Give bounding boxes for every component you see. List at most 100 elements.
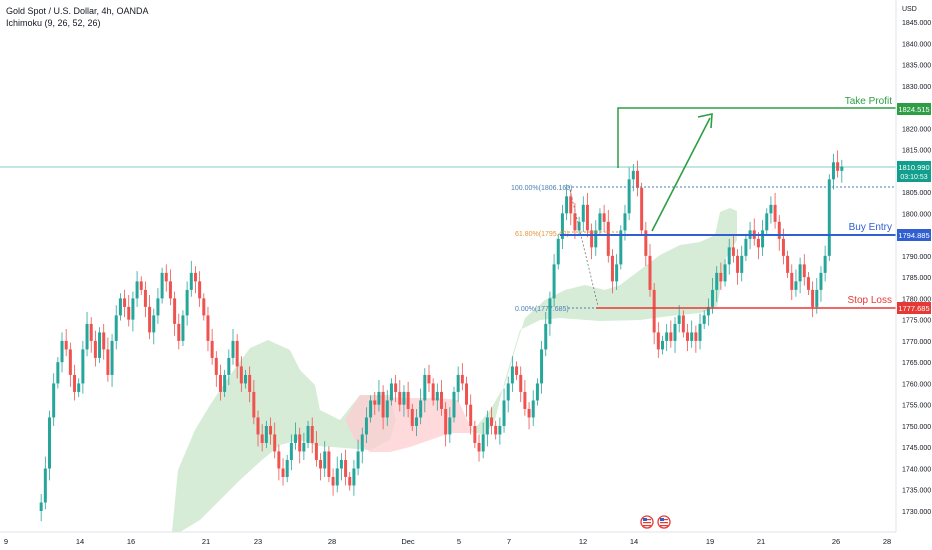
candle-body [352, 468, 356, 486]
projection-arrow [651, 117, 711, 232]
candle-body [736, 255, 740, 273]
price-tick-label: 1780.000 [902, 296, 931, 303]
fib-618-label: 61.80%(1795.4?) [515, 231, 569, 238]
candle-body [773, 204, 777, 222]
candle-body [606, 221, 610, 256]
candle-body [77, 383, 81, 392]
candle-body [456, 374, 460, 392]
price-tick-label: 1750.000 [902, 424, 931, 431]
candle-body [314, 442, 318, 460]
candle-body [306, 425, 310, 443]
candle-body [548, 298, 552, 324]
candle-body [523, 391, 527, 409]
candle-body [665, 332, 669, 341]
time-tick-label: 7 [507, 537, 511, 546]
candle-body [544, 323, 548, 350]
candle-body [152, 315, 156, 333]
price-tick-label: 1740.000 [902, 466, 931, 473]
candle-body [519, 374, 523, 392]
candle-body [85, 323, 89, 350]
candle-body [214, 357, 218, 375]
candle-body [210, 340, 214, 358]
candle-body [56, 362, 60, 384]
candle-body [269, 425, 273, 435]
us-flag-icon[interactable] [657, 515, 671, 529]
candle-body [798, 264, 802, 282]
candle-body [110, 340, 114, 375]
candle-body [431, 383, 435, 401]
candle-body [93, 340, 97, 358]
candle-body [185, 289, 189, 316]
price-tick-label: 1735.000 [902, 488, 931, 495]
candle-body [231, 340, 235, 358]
candle-body [740, 255, 744, 273]
candle-body [252, 391, 256, 418]
candle-body [469, 404, 473, 426]
price-tick-label: 1835.000 [902, 63, 931, 70]
candle-body [615, 264, 619, 282]
candle-body [681, 315, 685, 333]
time-axis[interactable]: 9 14 16 21 23 28 Dec 5 7 12 14 19 21 26 28 [4, 537, 891, 546]
candle-body [619, 230, 623, 265]
time-tick-label: 21 [202, 537, 210, 546]
candle-body [435, 391, 439, 401]
candle-body [769, 204, 773, 214]
price-tick-label: 1775.000 [902, 318, 931, 325]
candle-body [43, 468, 47, 503]
candle-body [127, 306, 131, 320]
candle-body [327, 451, 331, 477]
us-flag-icon[interactable] [640, 515, 654, 529]
candle-body [698, 323, 702, 341]
candle-body [335, 468, 339, 486]
candle-body [356, 451, 360, 469]
candle-body [598, 213, 602, 231]
time-tick-label: 19 [706, 537, 714, 546]
candle-body [60, 340, 64, 363]
candle-body [686, 332, 690, 341]
candle-body [648, 255, 652, 290]
last-price-badge: 1810.990 03:10:53 [897, 161, 931, 182]
candle-body [394, 383, 398, 392]
candle-body [602, 213, 606, 222]
candle-body [585, 204, 589, 231]
take-profit-label: Take Profit [845, 96, 892, 107]
candle-body [573, 213, 577, 231]
candle-body [156, 298, 160, 316]
candle-body [193, 272, 197, 282]
candle-body [427, 374, 431, 384]
candle-body [706, 306, 710, 316]
candle-body [640, 187, 644, 231]
candle-body [719, 272, 723, 282]
candle-body [289, 442, 293, 460]
candle-body [627, 179, 631, 214]
candle-body [348, 476, 352, 486]
candle-body [527, 408, 531, 418]
candle-body [535, 383, 539, 401]
candle-body [139, 281, 143, 290]
candle-body [581, 204, 585, 222]
candle-body [490, 417, 494, 426]
candle-body [414, 417, 418, 426]
candle-body [227, 357, 231, 375]
bar-countdown: 03:10:53 [900, 174, 927, 181]
stop-loss-badge: 1777.685 [897, 302, 931, 314]
price-axis[interactable]: 1845.000 1840.000 1835.000 1830.000 1820.000… [902, 20, 931, 516]
candle-body [68, 349, 72, 375]
candle-body [540, 349, 544, 384]
candle-body [610, 255, 614, 282]
candle-body [673, 323, 677, 341]
candle-body [160, 272, 164, 299]
candle-body [281, 468, 285, 477]
take-profit-line[interactable] [617, 107, 896, 168]
candle-body [811, 289, 815, 307]
cloud-segment [472, 208, 737, 435]
price-tick-label: 1730.000 [902, 509, 931, 516]
candle-body [323, 451, 327, 469]
candle-body [552, 264, 556, 299]
candle-body [294, 434, 298, 443]
candle-body [123, 298, 127, 307]
buy-entry-price: 1794.885 [898, 231, 929, 240]
candle-body [244, 374, 247, 384]
candle-body [114, 315, 118, 341]
